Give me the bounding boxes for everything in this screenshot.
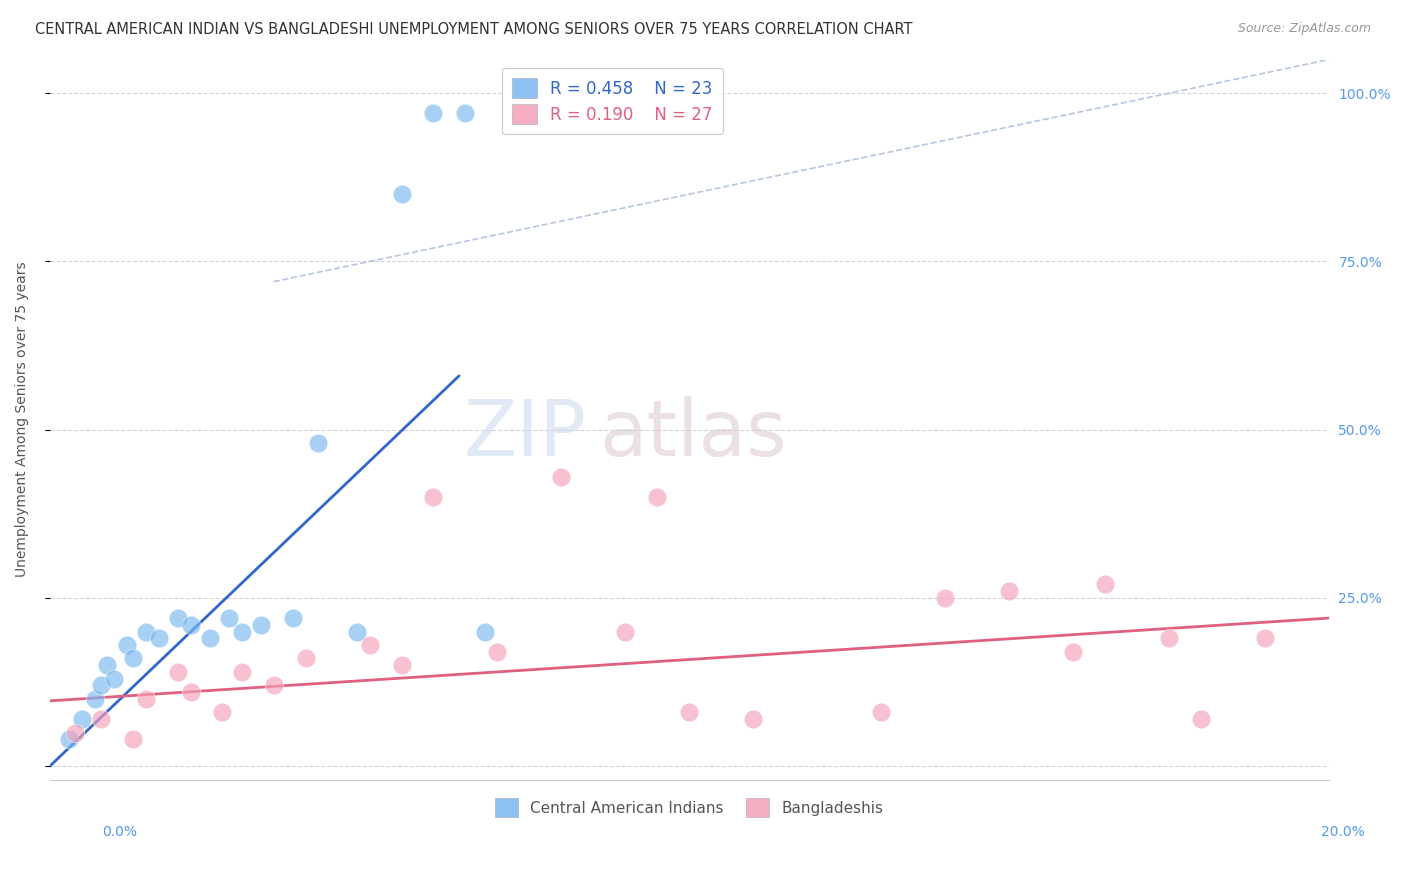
Point <box>454 106 477 120</box>
Point <box>250 617 273 632</box>
Text: 20.0%: 20.0% <box>1320 825 1365 839</box>
Point <box>58 732 80 747</box>
Point <box>70 712 93 726</box>
Point <box>474 624 496 639</box>
Text: atlas: atlas <box>600 396 787 472</box>
Point <box>122 651 145 665</box>
Point <box>998 584 1021 599</box>
Legend: Central American Indians, Bangladeshis: Central American Indians, Bangladeshis <box>485 789 893 826</box>
Point <box>422 106 444 120</box>
Point <box>391 187 413 202</box>
Point <box>1062 645 1084 659</box>
Point <box>422 490 444 504</box>
Point <box>115 638 138 652</box>
Point <box>90 678 112 692</box>
Point <box>211 706 233 720</box>
Text: Source: ZipAtlas.com: Source: ZipAtlas.com <box>1237 22 1371 36</box>
Point <box>307 436 329 450</box>
Point <box>90 712 112 726</box>
Point <box>179 617 201 632</box>
Point <box>122 732 145 747</box>
Text: 0.0%: 0.0% <box>103 825 136 839</box>
Point <box>645 490 668 504</box>
Point <box>135 691 157 706</box>
Point <box>1189 712 1212 726</box>
Point <box>550 470 572 484</box>
Point <box>96 658 118 673</box>
Point <box>166 611 188 625</box>
Point <box>198 632 221 646</box>
Point <box>391 658 413 673</box>
Point <box>179 685 201 699</box>
Point <box>614 624 637 639</box>
Point <box>1157 632 1180 646</box>
Point <box>103 672 125 686</box>
Point <box>65 725 87 739</box>
Point <box>870 706 893 720</box>
Point <box>486 645 509 659</box>
Point <box>218 611 240 625</box>
Point <box>1254 632 1277 646</box>
Point <box>359 638 381 652</box>
Point <box>934 591 956 605</box>
Y-axis label: Unemployment Among Seniors over 75 years: Unemployment Among Seniors over 75 years <box>15 261 30 577</box>
Point <box>742 712 765 726</box>
Text: CENTRAL AMERICAN INDIAN VS BANGLADESHI UNEMPLOYMENT AMONG SENIORS OVER 75 YEARS : CENTRAL AMERICAN INDIAN VS BANGLADESHI U… <box>35 22 912 37</box>
Point <box>678 706 700 720</box>
Point <box>281 611 304 625</box>
Point <box>166 665 188 679</box>
Point <box>83 691 105 706</box>
Point <box>263 678 285 692</box>
Point <box>135 624 157 639</box>
Point <box>346 624 368 639</box>
Point <box>148 632 170 646</box>
Point <box>231 665 253 679</box>
Point <box>231 624 253 639</box>
Point <box>1094 577 1116 591</box>
Text: ZIP: ZIP <box>464 396 586 472</box>
Point <box>294 651 316 665</box>
